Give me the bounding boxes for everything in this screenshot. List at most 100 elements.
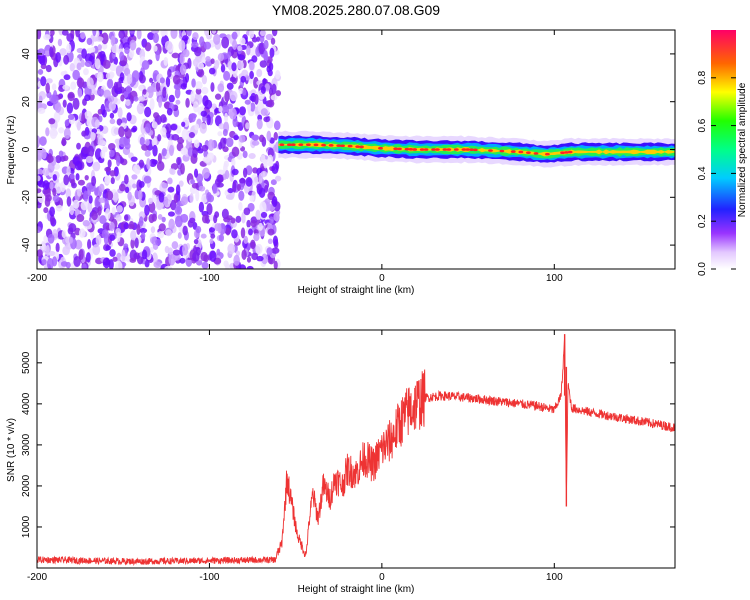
noise-blob bbox=[246, 45, 251, 56]
noise-blob bbox=[41, 148, 47, 160]
noise-blob bbox=[271, 163, 279, 175]
noise-blob bbox=[37, 30, 42, 40]
noise-blob bbox=[72, 69, 80, 81]
noise-blob bbox=[194, 93, 200, 100]
signal-peak-dot bbox=[499, 149, 505, 153]
snr-panel: -200 -100 0 100 1000 2000 3000 4000 5000 SNR (10… bbox=[6, 329, 676, 595]
noise-blob bbox=[159, 77, 165, 84]
noise-blob bbox=[267, 228, 275, 236]
noise-blob bbox=[190, 90, 195, 102]
noise-blob bbox=[160, 114, 167, 123]
noise-blob bbox=[136, 223, 141, 236]
noise-blob bbox=[83, 68, 89, 76]
spectrogram-x-tick-label: 100 bbox=[546, 273, 563, 284]
noise-blob bbox=[248, 30, 255, 39]
noise-blob bbox=[249, 61, 255, 71]
snr-line-area bbox=[37, 334, 675, 566]
noise-blob bbox=[151, 159, 158, 165]
noise-blob bbox=[273, 120, 281, 131]
noise-blob bbox=[208, 227, 216, 233]
noise-blob bbox=[229, 76, 237, 83]
noise-blob bbox=[137, 189, 143, 201]
noise-blob bbox=[208, 67, 216, 75]
noise-blob bbox=[193, 139, 200, 149]
noise-blob bbox=[163, 196, 169, 207]
noise-blob bbox=[62, 245, 70, 256]
noise-blob bbox=[232, 181, 237, 193]
noise-blob bbox=[132, 164, 141, 174]
noise-blob bbox=[151, 213, 158, 222]
noise-blob bbox=[176, 201, 181, 214]
noise-blob bbox=[173, 193, 179, 204]
noise-blob bbox=[76, 188, 82, 197]
noise-blob bbox=[80, 31, 86, 40]
noise-blob bbox=[138, 159, 145, 168]
noise-blob bbox=[123, 222, 130, 230]
noise-blob bbox=[45, 244, 50, 257]
noise-blob bbox=[231, 229, 238, 239]
noise-blob bbox=[233, 254, 240, 266]
noise-blob bbox=[227, 243, 236, 255]
noise-blob bbox=[66, 43, 72, 54]
noise-blob bbox=[84, 60, 92, 67]
noise-blob bbox=[144, 138, 150, 146]
noise-blob bbox=[266, 130, 272, 142]
noise-blob bbox=[240, 227, 246, 239]
noise-blob bbox=[217, 83, 225, 93]
noise-blob bbox=[225, 262, 230, 269]
noise-blob bbox=[51, 83, 57, 91]
noise-blob bbox=[168, 94, 175, 103]
noise-blob bbox=[263, 39, 269, 50]
noise-blob bbox=[109, 149, 115, 158]
noise-blob bbox=[275, 69, 281, 80]
noise-blob bbox=[217, 169, 225, 176]
noise-blob bbox=[205, 56, 211, 62]
noise-blob bbox=[180, 163, 185, 175]
noise-blob bbox=[273, 131, 278, 141]
noise-blob bbox=[66, 165, 71, 176]
signal-peak-dot bbox=[461, 148, 467, 151]
noise-blob bbox=[138, 180, 145, 188]
noise-blob bbox=[179, 64, 187, 75]
spectrogram-x-tick-label: -200 bbox=[27, 273, 47, 284]
noise-blob bbox=[218, 233, 225, 242]
noise-blob bbox=[66, 102, 74, 114]
noise-blob bbox=[123, 243, 129, 249]
noise-blob bbox=[119, 136, 127, 148]
noise-blob bbox=[167, 186, 175, 193]
noise-blob bbox=[217, 131, 223, 137]
noise-blob bbox=[217, 53, 225, 62]
noise-blob bbox=[101, 229, 109, 239]
noise-blob bbox=[127, 191, 132, 201]
noise-blob bbox=[232, 39, 238, 51]
noise-blob bbox=[265, 33, 274, 41]
noise-blob bbox=[164, 245, 170, 254]
noise-blob bbox=[216, 174, 224, 183]
noise-blob bbox=[260, 153, 266, 163]
noise-blob bbox=[152, 32, 159, 44]
noise-blob bbox=[138, 85, 144, 92]
noise-blob bbox=[54, 101, 62, 113]
noise-blob bbox=[246, 256, 252, 263]
noise-blob bbox=[111, 206, 116, 215]
noise-blob bbox=[187, 147, 194, 157]
noise-blob bbox=[189, 217, 196, 224]
noise-blob bbox=[98, 183, 105, 193]
noise-blob bbox=[94, 187, 99, 196]
noise-blob bbox=[132, 183, 137, 189]
snr-x-tick-label: -200 bbox=[27, 572, 47, 583]
chart-title: YM08.2025.280.07.08.G09 bbox=[272, 2, 440, 18]
noise-blob bbox=[241, 211, 246, 224]
noise-blob bbox=[157, 231, 165, 239]
noise-blob bbox=[267, 99, 275, 108]
snr-x-tick-label: -100 bbox=[199, 572, 219, 583]
colorbar-gradient bbox=[711, 30, 736, 269]
noise-blob bbox=[77, 179, 85, 186]
noise-blob bbox=[256, 36, 261, 42]
noise-blob bbox=[158, 192, 165, 203]
noise-blob bbox=[170, 30, 178, 39]
noise-blob bbox=[68, 223, 77, 233]
noise-blob bbox=[49, 127, 58, 139]
snr-x-axis-label: Height of straight line (km) bbox=[298, 584, 415, 595]
